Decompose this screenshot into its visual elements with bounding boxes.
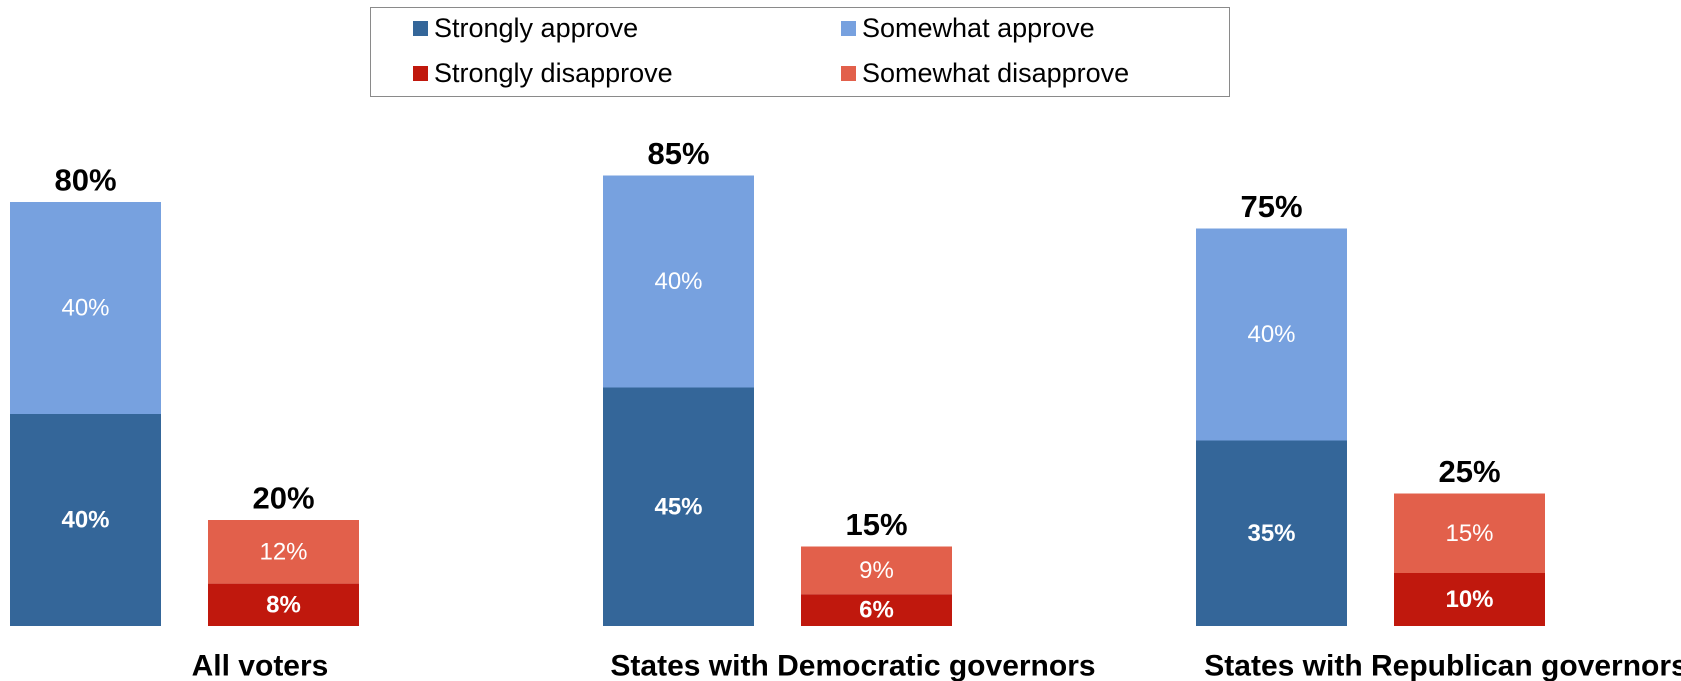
legend-label-strongly-disapprove: Strongly disapprove: [434, 58, 673, 88]
data-label-all-voters-strongly-approve: 40%: [61, 507, 109, 534]
data-label-states-with-republican-governors-somewhat-approve: 40%: [1247, 321, 1295, 348]
bar-segment-states-with-republican-governors-somewhat-approve: [1196, 228, 1347, 441]
total-label-all-voters-approve: 80%: [54, 163, 116, 198]
legend-swatch-somewhat-approve: [841, 20, 856, 36]
bar-segment-all-voters-somewhat-disapprove: [208, 520, 359, 584]
data-label-states-with-democratic-governors-strongly-approve: 45%: [654, 493, 702, 520]
legend-label-somewhat-disapprove: Somewhat disapprove: [862, 58, 1130, 88]
bar-segment-all-voters-strongly-approve: [10, 414, 161, 626]
bar-segment-all-voters-strongly-disapprove: [208, 583, 359, 626]
category-label-all-voters: All voters: [192, 650, 329, 681]
legend-item-strongly-disapprove: Strongly disapprove: [413, 58, 673, 88]
bar-segment-states-with-republican-governors-strongly-approve: [1196, 440, 1347, 626]
data-label-states-with-democratic-governors-somewhat-disapprove: 9%: [859, 557, 894, 584]
data-label-all-voters-strongly-disapprove: 8%: [266, 591, 301, 618]
total-label-states-with-republican-governors-approve: 75%: [1240, 189, 1302, 224]
legend-swatch-somewhat-disapprove: [841, 65, 856, 81]
bar-segment-states-with-republican-governors-strongly-disapprove: [1394, 573, 1545, 626]
category-label-states-with-democratic-governors: States with Democratic governors: [610, 650, 1095, 681]
bar-segment-states-with-democratic-governors-somewhat-disapprove: [801, 546, 952, 595]
data-label-states-with-democratic-governors-strongly-disapprove: 6%: [859, 597, 894, 624]
bar-segment-all-voters-somewhat-approve: [10, 202, 161, 414]
total-label-states-with-republican-governors-disapprove: 25%: [1438, 454, 1500, 489]
legend-item-somewhat-approve: Somewhat approve: [841, 13, 1095, 43]
legend-swatch-strongly-approve: [413, 20, 428, 36]
data-label-states-with-democratic-governors-somewhat-approve: 40%: [654, 268, 702, 295]
bar-segment-states-with-democratic-governors-strongly-disapprove: [801, 594, 952, 626]
total-label-states-with-democratic-governors-disapprove: 15%: [845, 507, 907, 542]
data-label-states-with-republican-governors-strongly-disapprove: 10%: [1445, 586, 1493, 613]
bar-segment-states-with-democratic-governors-somewhat-approve: [603, 175, 754, 388]
data-label-all-voters-somewhat-disapprove: 12%: [259, 538, 307, 565]
legend-label-strongly-approve: Strongly approve: [434, 13, 639, 43]
total-label-states-with-democratic-governors-approve: 85%: [647, 136, 709, 171]
legend-label-somewhat-approve: Somewhat approve: [862, 13, 1095, 43]
legend-item-strongly-approve: Strongly approve: [413, 13, 638, 43]
data-label-states-with-republican-governors-somewhat-disapprove: 15%: [1445, 520, 1493, 547]
data-label-all-voters-somewhat-approve: 40%: [61, 295, 109, 322]
data-label-states-with-republican-governors-strongly-approve: 35%: [1247, 520, 1295, 547]
chart-legend: Strongly approve Somewhat approve Strong…: [370, 7, 1230, 97]
category-label-states-with-republican-governors: States with Republican governors: [1204, 650, 1681, 681]
bar-segment-states-with-democratic-governors-strongly-approve: [603, 387, 754, 626]
total-label-all-voters-disapprove: 20%: [252, 481, 314, 516]
legend-swatch-strongly-disapprove: [413, 65, 428, 81]
bar-segment-states-with-republican-governors-somewhat-disapprove: [1394, 493, 1545, 573]
legend-item-somewhat-disapprove: Somewhat disapprove: [841, 58, 1129, 88]
